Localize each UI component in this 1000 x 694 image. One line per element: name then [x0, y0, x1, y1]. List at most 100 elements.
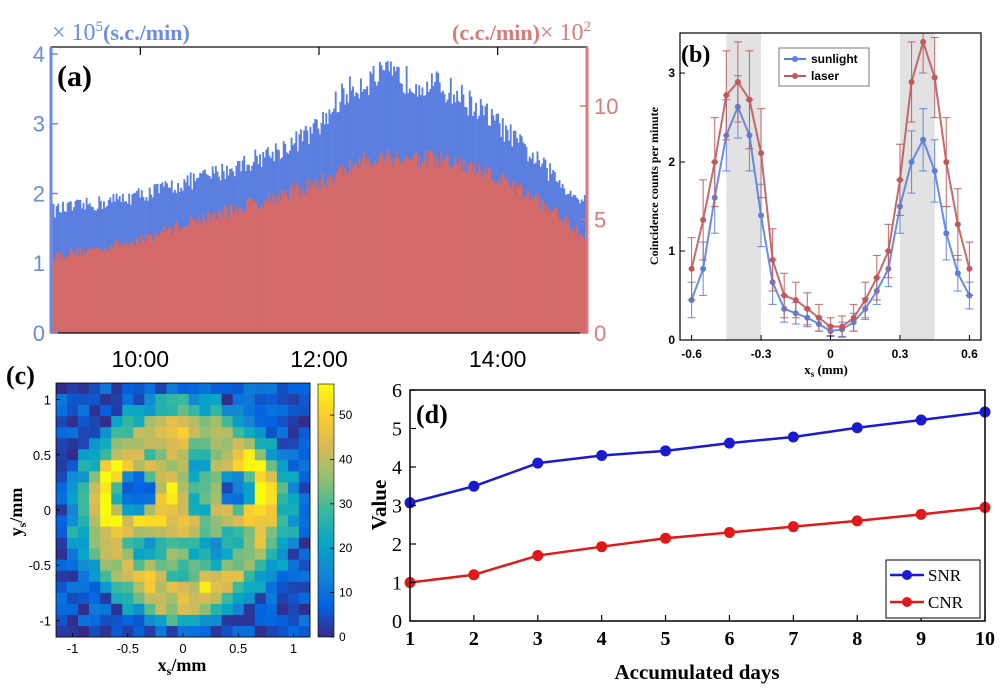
- c-heatmap-cell: [287, 548, 300, 560]
- c-heatmap-cell: [166, 416, 178, 428]
- c-heatmap-cell: [243, 526, 256, 538]
- c-heatmap-cell: [133, 603, 145, 616]
- c-heatmap-cell: [243, 383, 256, 395]
- c-heatmap-cell: [100, 614, 112, 627]
- c-heatmap-cell: [188, 482, 200, 494]
- c-heatmap-cell: [232, 383, 245, 395]
- a-coincidence-bar: [492, 179, 495, 333]
- c-heatmap-cell: [199, 537, 211, 549]
- c-heatmap-cell: [111, 493, 123, 505]
- c-heatmap-cell: [177, 416, 189, 428]
- d-x-tick-label: 7: [788, 628, 798, 650]
- a-coincidence-bar: [453, 166, 455, 333]
- c-heatmap-cell: [111, 416, 123, 428]
- b-point-laser: [885, 248, 892, 255]
- c-heatmap-cell: [199, 504, 211, 516]
- c-heatmap-cell: [155, 570, 167, 583]
- a-coincidence-bar: [320, 178, 323, 333]
- c-heatmap-cell: [188, 493, 200, 505]
- a-coincidence-bar: [347, 172, 350, 333]
- c-heatmap-cell: [144, 548, 156, 560]
- c-heatmap-cell: [155, 559, 167, 572]
- a-coincidence-bar: [315, 190, 318, 333]
- c-heatmap-cell: [111, 427, 123, 439]
- c-heatmap-cell: [232, 548, 245, 560]
- a-coincidence-bar: [55, 254, 58, 333]
- c-heatmap-cell: [155, 493, 167, 505]
- c-heatmap-cell: [177, 559, 189, 572]
- c-heatmap-cell: [78, 625, 90, 638]
- c-y-tick-label: 0.5: [33, 448, 51, 463]
- c-y-tick-label: 1: [44, 393, 51, 408]
- c-heatmap-cell: [177, 548, 189, 560]
- d-x-tick-label: 3: [533, 628, 543, 650]
- a-coincidence-bar: [397, 158, 400, 333]
- c-heatmap-cell: [89, 526, 101, 538]
- c-heatmap-cell: [122, 394, 134, 406]
- c-heatmap-cell: [166, 471, 178, 483]
- a-coincidence-series: [51, 149, 587, 333]
- c-heatmap-cell: [122, 482, 134, 494]
- c-heatmap-cell: [89, 614, 101, 627]
- a-coincidence-bar: [538, 194, 541, 333]
- a-coincidence-bar: [266, 200, 269, 333]
- c-heatmap-cell: [276, 504, 289, 516]
- a-coincidence-bar: [118, 247, 121, 333]
- c-heatmap-cell: [232, 570, 245, 583]
- c-heatmap-cell: [133, 394, 145, 406]
- c-heatmap-cell: [298, 471, 311, 483]
- a-coincidence-bar: [125, 241, 127, 333]
- c-heatmap-cell: [78, 416, 90, 428]
- d-point-snr: [723, 437, 735, 449]
- a-coincidence-bar: [388, 153, 391, 333]
- c-heatmap-cell: [56, 427, 68, 439]
- d-point-cnr: [468, 569, 480, 581]
- a-coincidence-bar: [54, 259, 57, 333]
- c-heatmap-cell: [287, 405, 300, 417]
- a-coincidence-bar: [412, 160, 414, 333]
- a-coincidence-bar: [574, 233, 577, 333]
- a-coincidence-bar: [385, 153, 388, 333]
- c-heatmap-cell: [265, 427, 278, 439]
- b-y-ticks: 0 1 2 3: [668, 66, 685, 347]
- c-heatmap-cell: [78, 460, 90, 472]
- a-coincidence-bar: [418, 156, 421, 333]
- a-coincidence-bar: [377, 159, 380, 333]
- a-coincidence-bar: [221, 217, 224, 333]
- a-coincidence-bar: [106, 249, 109, 333]
- c-heatmap-cell: [221, 394, 233, 406]
- a-coincidence-bar: [93, 248, 96, 333]
- c-heatmap-cell: [287, 427, 300, 439]
- a-coincidence-bar: [309, 180, 312, 333]
- c-heatmap-cell: [276, 493, 289, 505]
- c-heatmap-cell: [221, 504, 233, 516]
- b-point-laser: [896, 176, 903, 183]
- a-coincidence-bar: [202, 214, 205, 333]
- c-heatmap-cell: [232, 526, 245, 538]
- c-heatmap-cell: [177, 383, 189, 395]
- a-coincidence-bar: [486, 173, 488, 333]
- c-heatmap-cell: [144, 405, 156, 417]
- c-heatmap-cell: [89, 592, 101, 605]
- a-coincidence-bar: [178, 230, 181, 333]
- a-right-tick-label: 10: [594, 94, 618, 119]
- a-coincidence-bar: [312, 183, 315, 333]
- c-heatmap-cell: [287, 471, 300, 483]
- a-coincidence-bar: [369, 166, 372, 333]
- d-point-snr: [468, 480, 480, 492]
- c-heatmap-cell: [232, 592, 245, 605]
- a-coincidence-bar: [416, 167, 419, 333]
- c-heatmap-cell: [276, 537, 289, 549]
- a-coincidence-bar: [248, 199, 250, 333]
- a-coincidence-bar: [467, 163, 470, 333]
- b-x-tick-label: -0.3: [751, 347, 772, 361]
- a-coincidence-bar: [136, 238, 139, 333]
- a-coincidence-bar: [186, 225, 189, 333]
- d-y-tick-label: 2: [392, 534, 402, 556]
- c-heatmap-cell: [122, 526, 134, 538]
- c-heatmap-cell: [298, 449, 311, 461]
- d-x-tick-label: 1: [405, 628, 415, 650]
- a-coincidence-bar: [180, 229, 183, 333]
- c-heatmap-cell: [265, 383, 278, 395]
